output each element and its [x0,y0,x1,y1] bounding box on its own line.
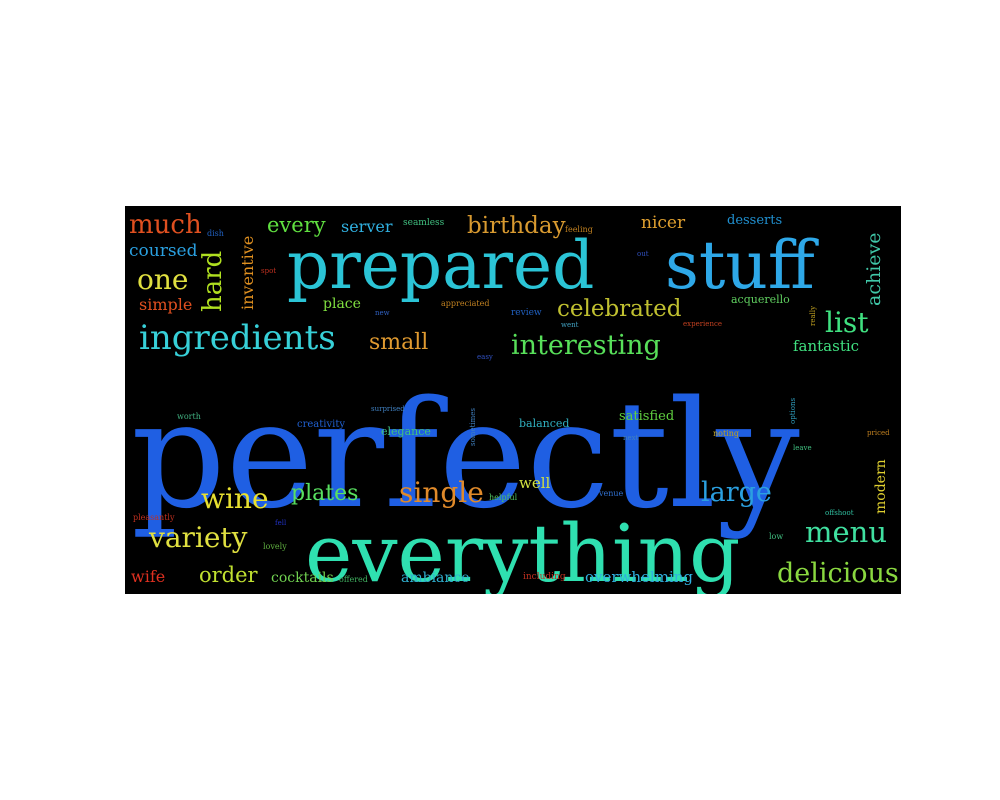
word-options: options [789,398,797,424]
word-hard: hard [198,251,228,312]
word-lovely: lovely [263,542,287,551]
word-well: well [519,474,551,492]
word-acquerello: acquerello [731,293,790,306]
word-interesting: interesting [511,330,661,361]
word-fell: fell [275,519,287,527]
word-everything: everything [305,507,740,594]
word-seamless: seamless [403,218,445,228]
word-spot: spot [261,267,276,275]
word-variety: variety [148,521,248,554]
word-overwhelming: overwhelming [585,568,693,586]
word-noting: noting [713,429,739,438]
word-went: went [561,321,579,329]
word-low: low [769,532,783,541]
word-helpful: helpful [489,493,518,502]
word-really: really [809,306,817,326]
word-achieve: achieve [863,232,885,306]
word-stuff: stuff [665,227,819,304]
word-ingredients: ingredients [139,318,336,358]
word-modern: modern [873,459,889,514]
word-leave: leave [793,444,812,452]
word-single: single [399,476,484,509]
word-cloud: perfectly everything prepared stuff ingredie… [125,206,901,594]
word-pleasantly: pleasantly [133,513,175,522]
word-offered: offered [339,575,368,584]
word-celebrated: celebrated [557,296,682,322]
word-out: out [637,250,649,258]
word-server: server [341,217,393,236]
word-balanced: balanced [519,417,569,430]
word-desserts: desserts [727,213,782,228]
word-much: much [129,210,202,240]
word-fantastic: fantastic [793,337,859,355]
word-order: order [199,563,259,587]
word-cloud-background [125,206,901,594]
word-perfectly: perfectly [131,369,800,541]
word-experience: experience [683,320,722,328]
word-priced: priced [867,429,890,437]
word-sometimes: sometimes [469,408,477,446]
word-menu: menu [805,515,887,549]
word-new: new [375,309,390,317]
word-list: list [825,306,869,339]
word-wife: wife [131,567,165,586]
word-plates: plates [291,481,358,506]
word-wine: wine [201,482,269,515]
word-creativity: creativity [297,419,345,430]
word-prepared: prepared [287,227,594,304]
word-inventive: inventive [238,236,257,310]
word-including: including [523,572,566,582]
word-offshoot: offshoot [825,509,854,517]
word-appreciated: appreciated [441,299,489,308]
word-birthday: birthday [467,213,566,239]
word-dish: dish [207,229,224,238]
word-feeling: feeling [565,225,593,234]
word-place: place [323,296,361,312]
word-next: next [623,434,639,442]
word-one: one [137,263,188,296]
word-simple: simple [139,295,192,314]
word-cocktails: cocktails [271,570,334,586]
word-elegance: elegance [381,425,431,438]
word-satisfied: satisfied [619,409,674,424]
word-nicer: nicer [641,213,686,233]
word-easy: easy [477,353,493,361]
word-coursed: coursed [129,241,198,261]
word-small: small [369,330,428,355]
word-large: large [701,477,772,508]
word-delicious: delicious [777,558,899,589]
word-worth: worth [177,412,201,421]
word-review: review [511,308,542,318]
word-every: every [267,213,326,237]
word-venue: venue [598,489,624,498]
word-surprised: surprised [371,405,405,413]
word-ambiance: ambiance [401,570,470,586]
